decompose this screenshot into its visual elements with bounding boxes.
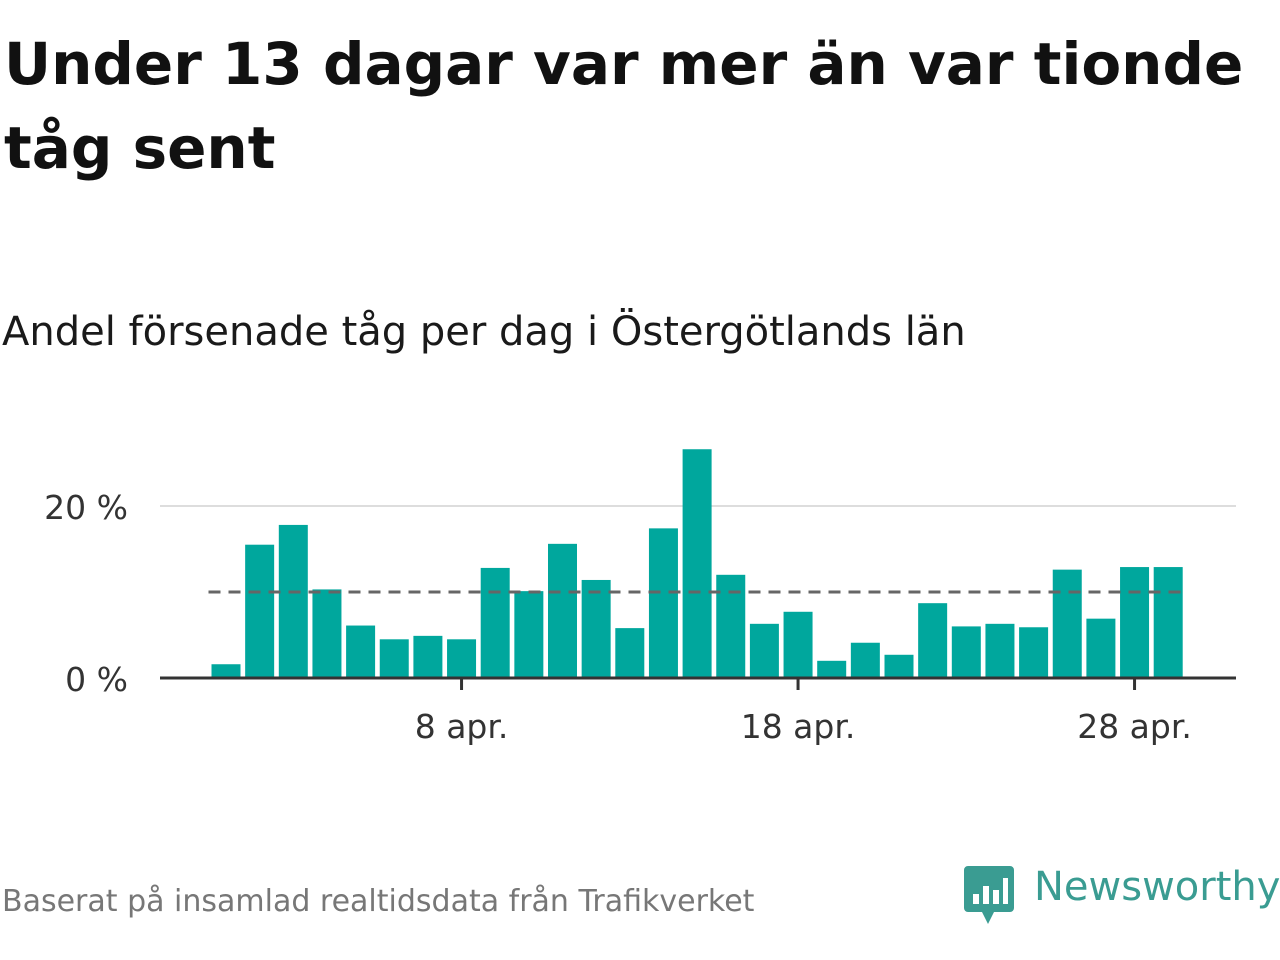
bar <box>278 524 308 678</box>
bar <box>884 654 914 678</box>
axis-layer <box>160 676 1236 690</box>
y-tick-label: 0 % <box>65 660 128 699</box>
bar <box>682 449 712 678</box>
bar <box>918 603 948 678</box>
brand-name: Newsworthy <box>1034 864 1280 910</box>
bar <box>783 611 813 678</box>
bar <box>985 623 1015 678</box>
bar <box>447 639 477 678</box>
bar <box>1019 627 1049 678</box>
bar <box>245 544 275 678</box>
bar <box>211 664 241 678</box>
x-tick-label: 28 apr. <box>1077 707 1192 746</box>
bar <box>1120 567 1150 678</box>
bar <box>648 528 678 678</box>
x-tick-label: 18 apr. <box>741 707 856 746</box>
bar <box>346 625 376 678</box>
brand-logo: Newsworthy <box>964 862 1280 928</box>
bar <box>514 591 544 678</box>
bar <box>850 642 880 678</box>
chart-subtitle: Andel försenade tåg per dag i Östergötla… <box>2 309 966 355</box>
bars-layer <box>211 449 1183 678</box>
bar <box>1086 618 1116 678</box>
bar-chart: 0 % 20 % 8 apr. 18 apr. 28 apr. <box>44 449 1236 746</box>
source-note: Baserat på insamlad realtidsdata från Tr… <box>2 884 755 919</box>
bar <box>379 639 409 678</box>
bar-chart-speech-bubble-icon <box>964 866 1014 924</box>
bar <box>413 635 443 678</box>
bar <box>581 579 611 678</box>
bar <box>615 628 645 678</box>
bar <box>1153 567 1183 678</box>
x-tick-label: 8 apr. <box>415 707 509 746</box>
headline: Under 13 dagar var mer än var tionde tåg… <box>4 30 1244 182</box>
bar <box>548 543 577 678</box>
tick-label-layer: 0 % 20 % 8 apr. 18 apr. 28 apr. <box>44 488 1192 746</box>
bar <box>716 574 746 678</box>
bar <box>480 567 510 678</box>
bar <box>749 623 779 678</box>
bar <box>312 589 342 678</box>
bar <box>1052 569 1082 678</box>
y-tick-label: 20 % <box>44 488 128 527</box>
bar <box>817 660 847 678</box>
bar <box>951 626 981 678</box>
